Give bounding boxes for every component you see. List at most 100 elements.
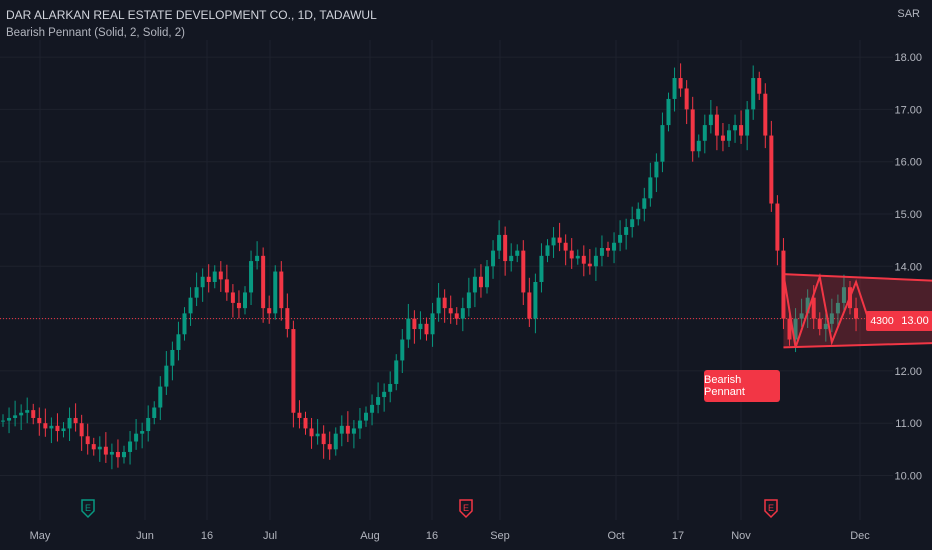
candle-body: [164, 365, 169, 387]
time-tick-label: Aug: [360, 530, 380, 542]
candle-body: [497, 234, 502, 251]
candle-body: [805, 297, 810, 314]
time-tick-label: May: [30, 530, 51, 542]
price-tick-label: 11.00: [895, 418, 922, 430]
pennant-upper-line: [783, 273, 932, 282]
time-tick-label: 16: [201, 530, 213, 542]
candle-body: [624, 227, 629, 235]
candle-body: [503, 234, 508, 262]
candle-body: [448, 308, 453, 314]
candle-body: [194, 287, 199, 298]
candle-body: [230, 292, 235, 303]
candle-body: [406, 318, 411, 340]
candle-body: [527, 292, 532, 319]
candle-body: [61, 428, 66, 432]
candle-body: [7, 417, 12, 421]
candle-body: [587, 263, 592, 267]
price-tick-label: 10.00: [894, 471, 922, 483]
candle-body: [835, 302, 840, 314]
candle-body: [115, 451, 120, 458]
candle-body: [557, 237, 562, 243]
candle-body: [200, 276, 205, 288]
candle-body: [13, 415, 18, 418]
candle-body: [829, 313, 834, 324]
candle-body: [460, 308, 465, 319]
pennant-zigzag: [782, 272, 870, 348]
candle-body: [243, 292, 247, 309]
candle-body: [418, 323, 423, 330]
candle-body: [533, 281, 538, 319]
candle-body: [678, 78, 683, 89]
candle-body: [817, 318, 822, 330]
candle-body: [249, 261, 254, 293]
candle-body: [636, 208, 641, 220]
time-tick-label: Dec: [850, 530, 870, 542]
candle-body: [823, 323, 828, 330]
candle-body: [55, 425, 60, 432]
pennant-lower-line: [783, 342, 932, 349]
candle-body: [660, 125, 665, 162]
candle-body: [382, 391, 387, 398]
candle-body: [309, 428, 314, 437]
candle-body: [176, 334, 181, 350]
candle-body: [224, 279, 229, 293]
candle-body: [599, 247, 604, 256]
candle-body: [551, 237, 556, 246]
time-axis: May Jun 16 Jul Aug 16 Sep Oct 17 Nov Dec: [30, 530, 871, 542]
candle-body: [454, 313, 459, 319]
candle-body: [333, 433, 338, 450]
price-tick-label: 18.00: [894, 52, 922, 64]
candle-body: [364, 412, 368, 421]
candle-body: [442, 297, 447, 309]
candle-body: [218, 271, 223, 280]
earnings-marker-label: E: [463, 503, 469, 513]
candle-body: [122, 451, 126, 458]
candle-body: [279, 271, 284, 309]
candle-body: [134, 433, 139, 442]
candle-body: [478, 276, 483, 288]
price-tick-label: 17.00: [894, 104, 922, 116]
candle-body: [485, 266, 489, 288]
candle-body: [388, 383, 393, 392]
candle-body: [370, 404, 375, 413]
symbol-title: DAR ALARKAN REAL ESTATE DEVELOPMENT CO.,…: [6, 8, 377, 22]
candle-body: [400, 339, 405, 361]
candle-body: [43, 423, 48, 429]
candle-body: [345, 425, 350, 434]
earnings-marker-icon: [764, 499, 778, 519]
candle-body: [236, 302, 241, 309]
candle-body: [109, 451, 114, 455]
candle-body: [799, 313, 804, 319]
candle-body: [491, 250, 496, 267]
candle-body: [1, 420, 5, 422]
candle-body: [521, 250, 526, 293]
candle-body: [606, 247, 610, 251]
candle-body: [49, 425, 54, 429]
candle-body: [424, 323, 429, 335]
time-tick-label: Nov: [731, 530, 751, 542]
candle-body: [103, 446, 108, 455]
candle-body: [696, 140, 701, 152]
candle-body: [684, 88, 689, 110]
candle-body: [539, 255, 544, 282]
candle-body: [430, 313, 435, 335]
price-tick-label: 12.00: [894, 366, 922, 378]
candle-body: [91, 444, 96, 450]
candle-body: [351, 428, 356, 434]
candle-body: [146, 417, 151, 432]
candle-body: [273, 271, 278, 314]
candle-body: [642, 198, 647, 209]
candle-body: [720, 135, 725, 141]
candle-body: [73, 417, 78, 424]
candle-body: [321, 433, 326, 445]
candle-body: [811, 297, 816, 319]
currency-label: SAR: [897, 8, 920, 20]
pattern-label[interactable]: Bearish Pennant: [704, 370, 780, 402]
indicator-legend[interactable]: Bearish Pennant (Solid, 2, Solid, 2): [6, 27, 185, 39]
candle-body: [593, 255, 598, 267]
candle-body: [255, 255, 260, 262]
candle-body: [267, 308, 272, 314]
candle-body: [182, 313, 187, 335]
